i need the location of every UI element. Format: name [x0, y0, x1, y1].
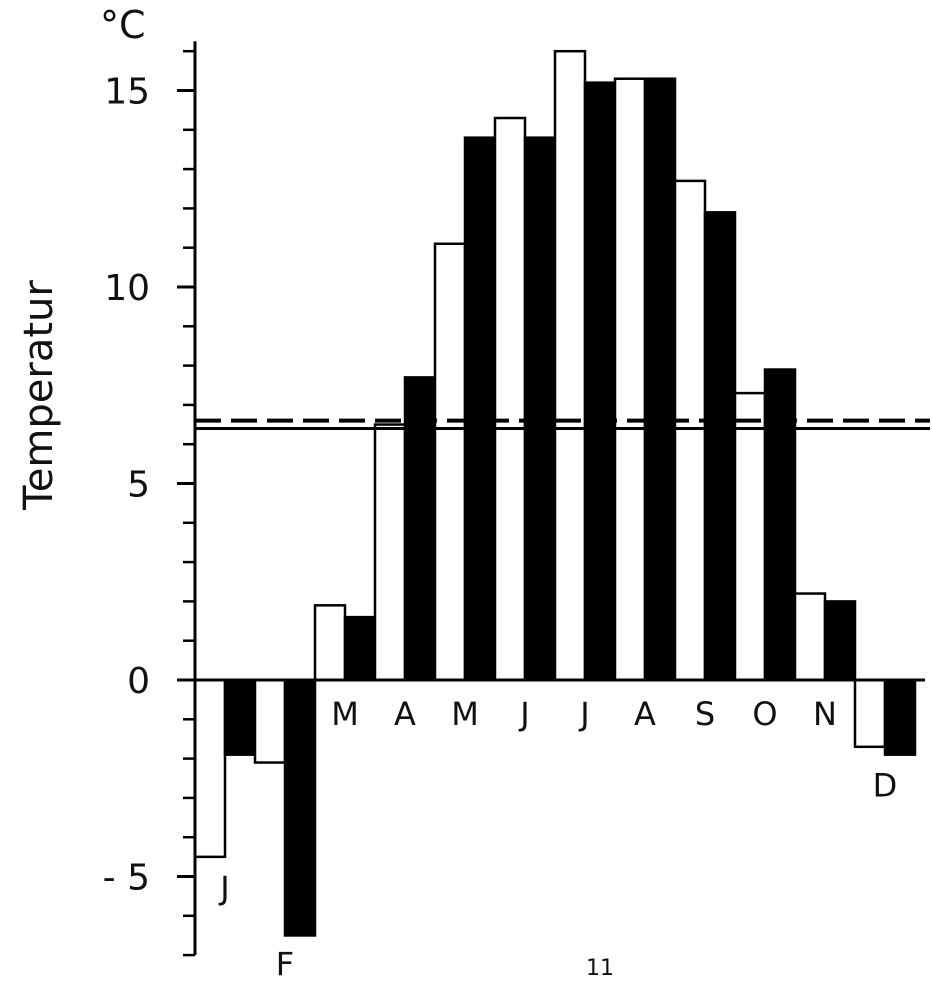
y-unit-label: °C — [100, 3, 146, 47]
bar-white-6 — [493, 116, 527, 682]
bar-white-4 — [373, 423, 407, 682]
month-label: A — [634, 695, 656, 733]
bar-group — [193, 49, 917, 937]
bar-black-6 — [523, 136, 557, 682]
bar-white-8 — [613, 77, 647, 682]
y-tick-label: - 5 — [103, 858, 150, 899]
bar-black-12 — [883, 678, 917, 756]
page-number: 11 — [586, 956, 614, 981]
bar-black-8 — [643, 77, 677, 682]
bar-white-9 — [673, 179, 707, 682]
y-axis-title: Temperatur — [16, 280, 62, 511]
month-label: J — [578, 695, 589, 733]
month-label: F — [276, 945, 294, 983]
month-label: O — [752, 695, 777, 733]
y-tick-label: 5 — [127, 465, 150, 506]
bar-white-2 — [253, 678, 287, 764]
bar-black-1 — [223, 678, 257, 756]
bar-black-5 — [463, 136, 497, 682]
y-tick-label: 10 — [104, 268, 150, 309]
bar-black-4 — [403, 376, 437, 682]
month-label: D — [873, 767, 898, 805]
bar-white-5 — [433, 242, 467, 682]
bar-black-11 — [823, 600, 857, 682]
bar-black-9 — [703, 211, 737, 682]
month-label: J — [518, 695, 529, 733]
y-tick-label: 15 — [104, 72, 150, 113]
y-tick-label: 0 — [127, 661, 150, 702]
bar-black-2 — [283, 678, 317, 937]
y-tick-labels: - 5 0 5 10 15 — [103, 72, 150, 899]
bar-black-10 — [763, 368, 797, 682]
bar-black-7 — [583, 81, 617, 682]
y-axis — [177, 41, 925, 957]
month-label: N — [813, 695, 837, 733]
bar-white-11 — [793, 592, 827, 682]
bar-white-12 — [853, 678, 887, 749]
month-label: S — [695, 695, 715, 733]
bar-white-10 — [733, 391, 767, 682]
month-labels: JFM A M J J A S O ND — [218, 695, 897, 983]
bar-white-1 — [193, 678, 227, 859]
bar-white-3 — [313, 604, 347, 682]
month-label: M — [451, 695, 479, 733]
month-label: J — [218, 869, 229, 907]
bar-white-7 — [553, 49, 587, 682]
month-label: A — [394, 695, 416, 733]
bar-black-3 — [343, 615, 377, 682]
month-label: M — [331, 695, 359, 733]
reference-lines — [195, 418, 930, 430]
